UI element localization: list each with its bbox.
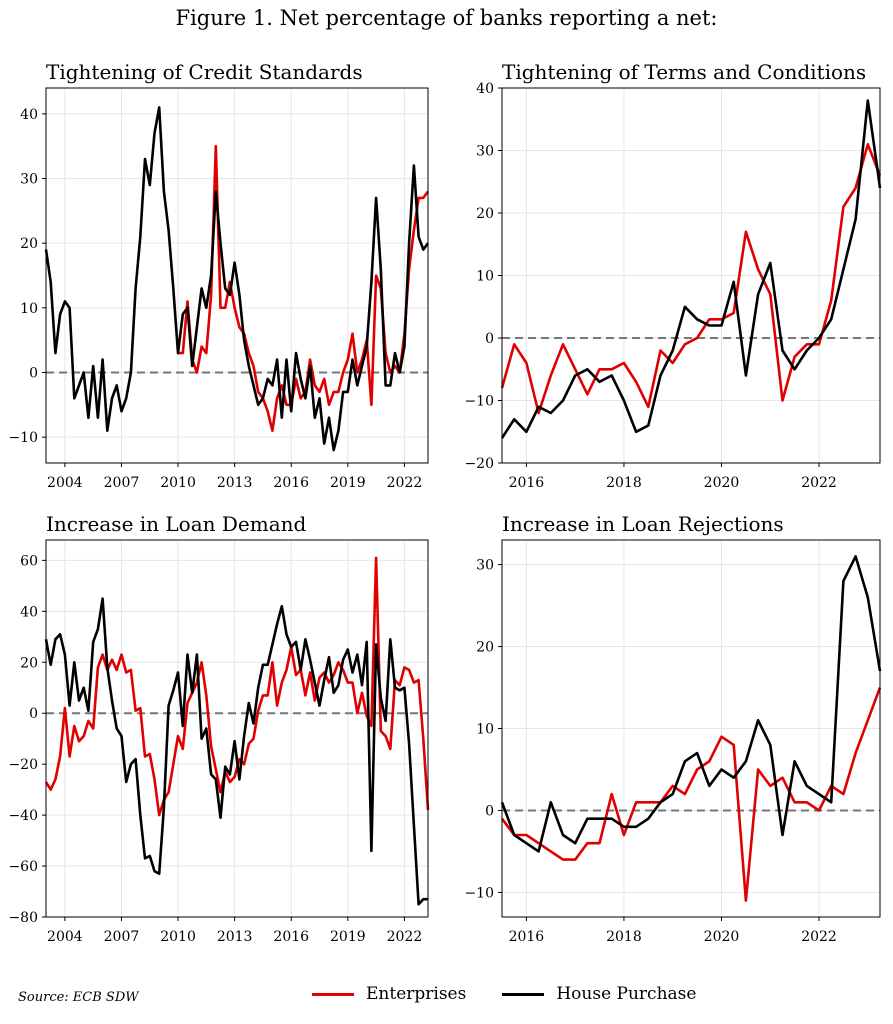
series-line-house-purchase <box>500 99 882 439</box>
series-line-enterprises <box>500 687 882 902</box>
y-tick-label: −60 <box>8 859 38 875</box>
series-line-house-purchase <box>44 597 428 906</box>
series-line-enterprises <box>178 144 430 433</box>
axes-frame <box>45 539 429 918</box>
y-tick-label: 10 <box>476 269 494 285</box>
legend-label-enterprises: Enterprises <box>366 984 467 1004</box>
series-line-enterprises <box>500 143 882 415</box>
x-tick-label: 2022 <box>387 475 423 491</box>
x-tick-label: 2018 <box>606 475 642 491</box>
x-tick-label: 2019 <box>330 475 366 491</box>
y-tick-label: 20 <box>20 655 38 671</box>
chart-title: Tightening of Terms and Conditions <box>502 60 866 84</box>
chart-panel-1: Tightening of Credit Standards −10 0 10 20 30… <box>8 60 430 491</box>
y-tick-label: −10 <box>464 394 494 410</box>
chart-panel-4: Increase in Loan Rejections −10 0 10 20 30 201… <box>464 512 882 945</box>
chart-panel-3: Increase in Loan Demand −80 −60 −40 −20 0 20 40… <box>8 512 430 945</box>
y-tick-label: 20 <box>20 236 38 252</box>
legend-swatch-house-purchase <box>502 992 545 996</box>
source-note: Source: ECB SDW <box>18 990 139 1005</box>
y-tick-label: −80 <box>8 910 38 926</box>
series-line-house-purchase <box>500 555 882 853</box>
legend-swatch-enterprises <box>312 992 354 996</box>
legend-label-house-purchase: House Purchase <box>556 984 697 1004</box>
x-tick-label: 2020 <box>704 475 740 491</box>
y-tick-label: 30 <box>476 144 494 160</box>
y-tick-label: 30 <box>476 558 494 574</box>
x-tick-label: 2016 <box>273 929 309 945</box>
x-tick-label: 2013 <box>217 929 253 945</box>
legend-item-enterprises: Enterprises <box>312 984 466 1004</box>
y-tick-label: 10 <box>476 722 494 738</box>
y-tick-label: 10 <box>20 301 38 317</box>
x-tick-label: 2010 <box>160 475 196 491</box>
y-tick-label: 0 <box>485 331 494 347</box>
y-tick-label: 20 <box>476 640 494 656</box>
y-tick-label: −20 <box>8 757 38 773</box>
y-tick-label: −40 <box>8 808 38 824</box>
x-tick-label: 2016 <box>509 929 545 945</box>
chart-title: Increase in Loan Demand <box>46 512 307 536</box>
chart-title: Tightening of Credit Standards <box>46 60 363 84</box>
figure-title: Figure 1. Net percentage of banks report… <box>175 6 718 30</box>
y-tick-label: 30 <box>20 172 38 188</box>
x-tick-label: 2019 <box>330 929 366 945</box>
x-tick-label: 2004 <box>47 929 83 945</box>
legend-item-house-purchase: House Purchase <box>502 984 696 1004</box>
chart-panel-2: Tightening of Terms and Conditions −20 −10… <box>464 60 882 491</box>
x-tick-label: 2004 <box>47 475 83 491</box>
x-tick-label: 2018 <box>606 929 642 945</box>
x-tick-label: 2013 <box>217 475 253 491</box>
y-tick-label: 60 <box>20 553 38 569</box>
y-tick-label: 0 <box>485 803 494 819</box>
y-tick-label: 0 <box>29 706 38 722</box>
x-tick-label: 2020 <box>704 929 740 945</box>
y-tick-label: −20 <box>464 456 494 472</box>
legend: Enterprises House Purchase <box>312 984 696 1004</box>
y-tick-label: −10 <box>8 430 38 446</box>
x-tick-label: 2022 <box>801 475 837 491</box>
x-tick-label: 2022 <box>801 929 837 945</box>
axes-frame <box>45 87 429 464</box>
x-tick-label: 2016 <box>273 475 309 491</box>
y-tick-label: 40 <box>20 604 38 620</box>
x-tick-label: 2022 <box>387 929 423 945</box>
x-tick-label: 2007 <box>104 475 140 491</box>
chart-title: Increase in Loan Rejections <box>502 512 784 536</box>
x-tick-label: 2007 <box>104 929 140 945</box>
y-tick-label: 20 <box>476 206 494 222</box>
y-tick-label: −10 <box>464 885 494 901</box>
series-line-house-purchase <box>44 106 430 452</box>
y-tick-label: 40 <box>20 107 38 123</box>
y-tick-label: 0 <box>29 365 38 381</box>
x-tick-label: 2016 <box>509 475 545 491</box>
y-tick-label: 40 <box>476 81 494 97</box>
x-tick-label: 2010 <box>160 929 196 945</box>
